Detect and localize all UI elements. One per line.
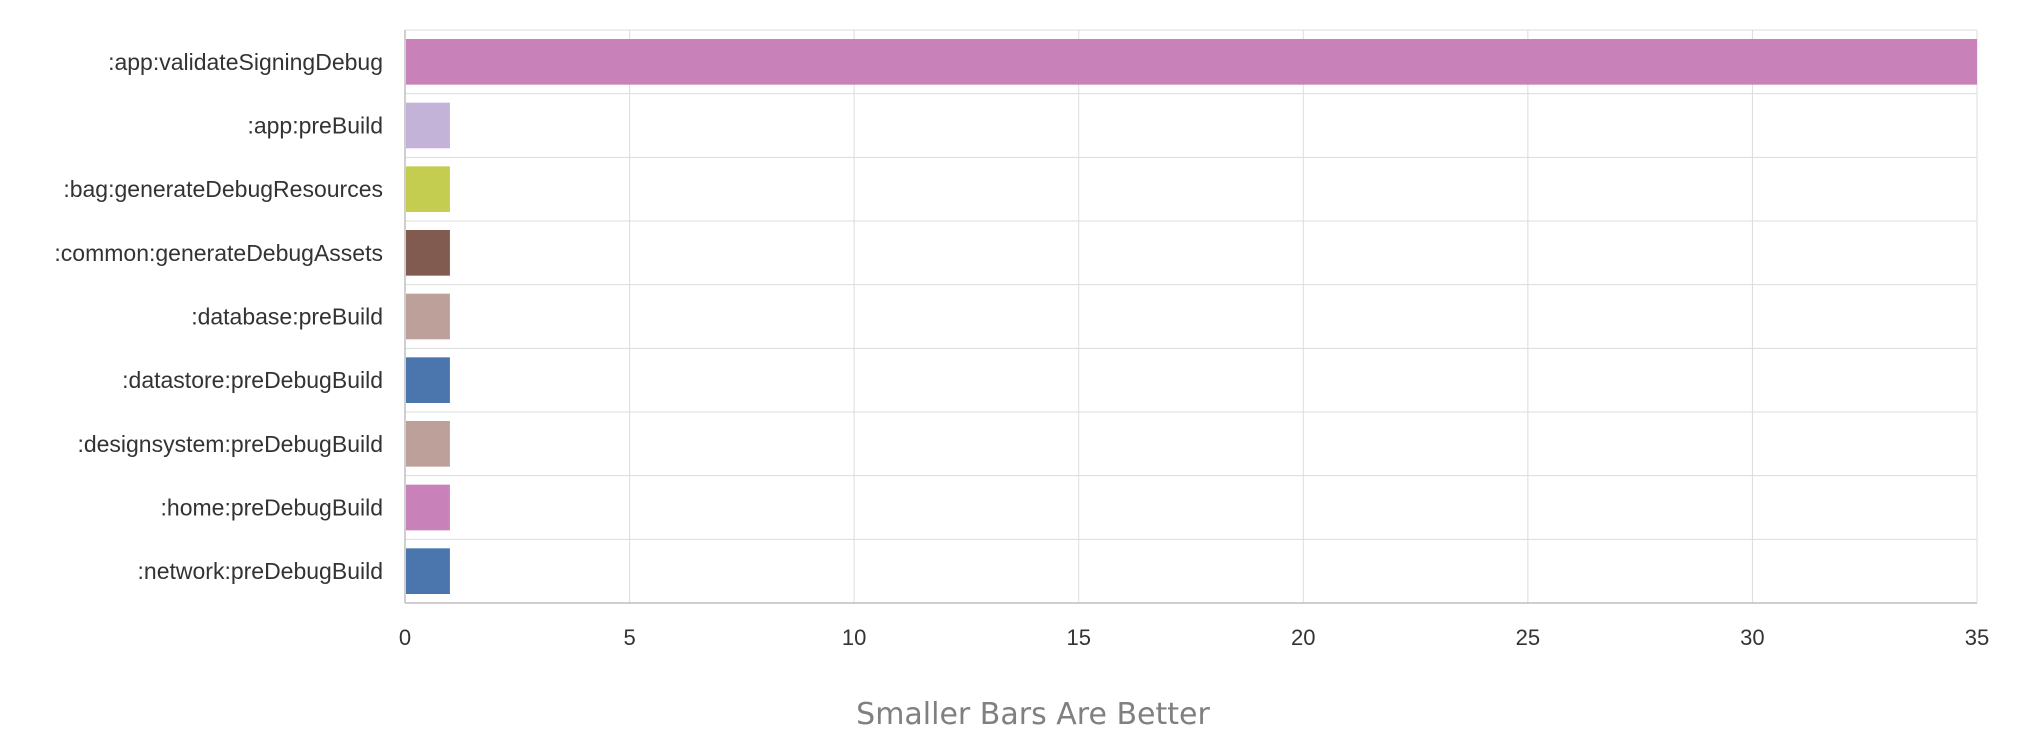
bar [406, 230, 450, 276]
bar [406, 484, 450, 531]
category-label: :network:preDebugBuild [138, 558, 383, 584]
x-tick-label: 15 [1066, 625, 1090, 650]
category-label: :home:preDebugBuild [161, 495, 383, 521]
category-label: :app:preBuild [247, 113, 383, 139]
x-tick-label: 20 [1291, 625, 1315, 650]
category-labels: :app:validateSigningDebug :app:preBuild :b… [54, 49, 383, 584]
category-label: :app:validateSigningDebug [108, 49, 383, 75]
category-label: :designsystem:preDebugBuild [77, 431, 383, 457]
category-label: :bag:generateDebugResources [63, 176, 383, 202]
category-label: :datastore:preDebugBuild [122, 367, 383, 393]
x-tick-labels: 0 5 10 15 20 25 30 35 [399, 625, 1989, 650]
x-tick-label: 0 [399, 625, 411, 650]
bar [406, 548, 450, 594]
x-tick-label: 30 [1740, 625, 1764, 650]
bar [406, 166, 450, 212]
category-label: :database:preBuild [191, 304, 383, 330]
bar [406, 293, 450, 340]
bars [406, 39, 1977, 594]
category-label: :common:generateDebugAssets [54, 240, 383, 266]
x-tick-label: 25 [1516, 625, 1540, 650]
axes [404, 30, 1977, 604]
bar [406, 357, 450, 403]
x-tick-label: 5 [623, 625, 635, 650]
x-tick-label: 35 [1965, 625, 1989, 650]
x-axis-title: Smaller Bars Are Better [856, 697, 1210, 732]
x-tick-label: 10 [842, 625, 866, 650]
grid [404, 29, 1978, 604]
bar [406, 421, 450, 467]
bar [406, 39, 1977, 85]
bar [406, 102, 450, 149]
